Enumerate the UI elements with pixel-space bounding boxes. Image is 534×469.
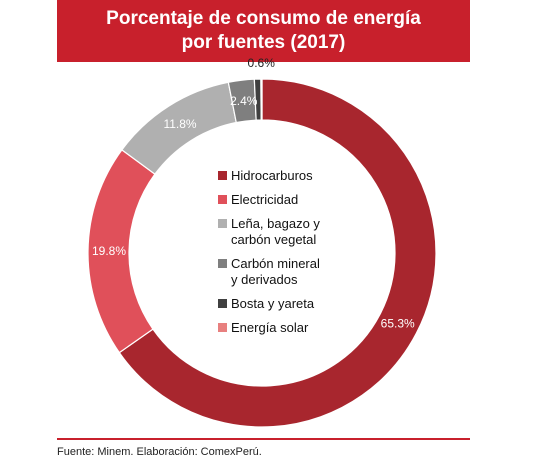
- legend-label-energia-solar: Energía solar: [231, 320, 309, 335]
- legend-swatch-carbon-mineral-y-derivados: [218, 259, 227, 268]
- chart-title-line-1: Porcentaje de consumo de energía: [106, 8, 421, 29]
- source-divider: [57, 438, 470, 440]
- slice-labels: 65.3% 19.8% 11.8% 2.4% 0.6%: [92, 56, 415, 331]
- data-label-carbon-mineral-y-derivados: 2.4%: [230, 94, 258, 108]
- data-label-bosta-y-yareta: 0.6%: [248, 56, 276, 70]
- legend-swatch-lena-bagazo-y-carbon-vegetal: [218, 219, 227, 228]
- slice-hidrocarburos: [118, 78, 437, 428]
- legend-label-lena-bagazo-y-carbon-vegetal: Leña, bagazo y carbón vegetal: [231, 216, 320, 247]
- donut-slices: [87, 78, 437, 428]
- data-label-lena-bagazo-y-carbon-vegetal: 11.8%: [163, 117, 196, 131]
- legend-label-electricidad: Electricidad: [231, 192, 298, 207]
- chart-title-line-2: por fuentes (2017): [181, 32, 346, 53]
- chart-title: Porcentaje de consumo de energía por fue…: [57, 0, 470, 62]
- legend-swatch-electricidad: [218, 195, 227, 204]
- source-note: Fuente: Minem. Elaboración: ComexPerú.: [57, 446, 262, 458]
- legend-label-carbon-mineral-y-derivados: Carbón mineral y derivados: [231, 256, 320, 287]
- data-label-electricidad: 19.8%: [92, 244, 126, 258]
- legend-swatch-energia-solar: [218, 323, 227, 332]
- legend-label-hidrocarburos: Hidrocarburos: [231, 168, 313, 183]
- legend-label-bosta-y-yareta: Bosta y yareta: [231, 296, 315, 311]
- data-label-hidrocarburos: 65.3%: [381, 317, 415, 331]
- legend-swatch-hidrocarburos: [218, 171, 227, 180]
- slice-energia-solar: [260, 78, 263, 121]
- legend-swatch-bosta-y-yareta: [218, 299, 227, 308]
